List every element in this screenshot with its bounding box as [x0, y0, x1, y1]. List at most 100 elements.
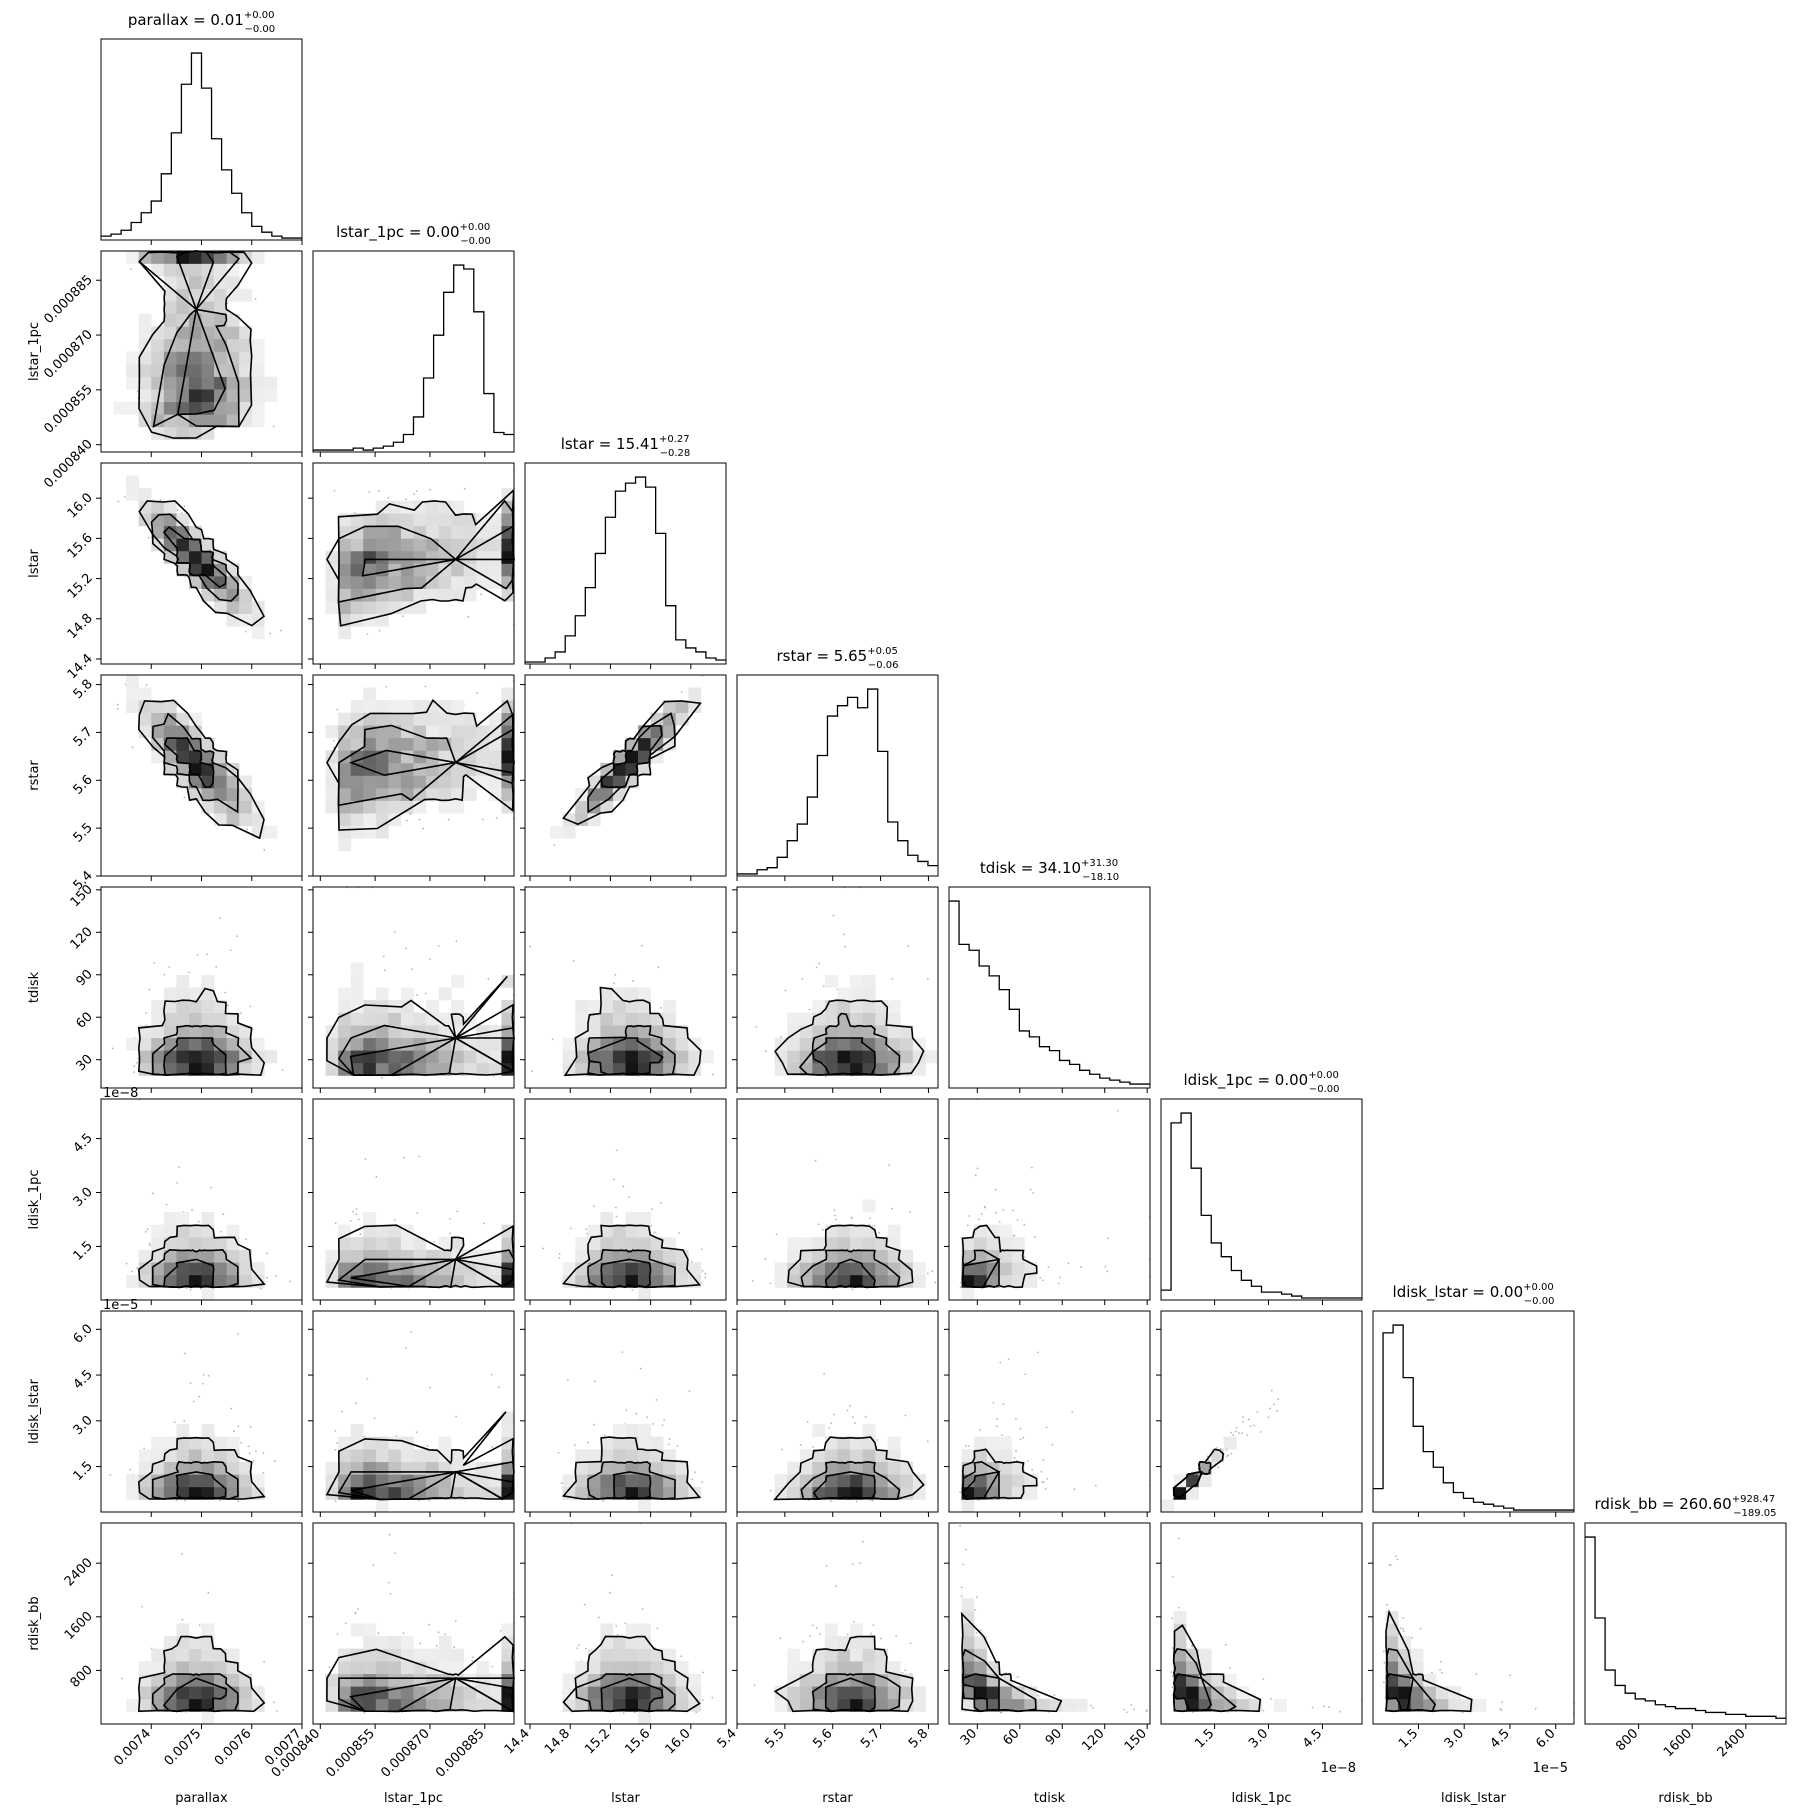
sample-point: [765, 1050, 767, 1053]
sample-point: [1116, 1109, 1119, 1112]
sample-point: [448, 1217, 451, 1220]
density-bin: [325, 800, 339, 814]
density-bin: [151, 500, 165, 514]
density-bin: [126, 675, 139, 688]
density-bin: [413, 700, 427, 713]
density-bin: [363, 513, 377, 527]
sample-point: [817, 1223, 820, 1226]
sample-point: [355, 1213, 358, 1216]
panel-lstar-vs-ldisk_1pc: [520, 1098, 727, 1305]
density-bin: [961, 1287, 975, 1301]
density-bin: [438, 500, 452, 514]
density-bin: [400, 737, 414, 751]
density-bin: [400, 1050, 414, 1064]
panel-lstar-vs-tdisk: [520, 886, 727, 1093]
sample-point: [463, 487, 466, 490]
density-bin: [226, 389, 240, 403]
sample-point: [352, 1210, 354, 1213]
density-bin: [239, 601, 253, 615]
sample-point: [355, 1208, 358, 1210]
sample-point: [984, 1206, 987, 1209]
density-bin: [126, 251, 139, 264]
density-bin: [400, 1037, 414, 1051]
panel-lstar_1pc-hist: lstar_1pc = 0.00+0.00 −0.00: [312, 222, 515, 457]
density-bin: [638, 987, 651, 1001]
sample-point: [851, 1288, 854, 1291]
density-bin: [999, 1224, 1013, 1238]
sample-point: [424, 992, 427, 995]
density-bin: [663, 1000, 677, 1013]
sample-point: [249, 1005, 252, 1008]
density-bin: [638, 737, 651, 751]
density-bin: [438, 513, 452, 527]
density-bin: [562, 1262, 576, 1276]
density-bin: [1011, 1262, 1025, 1276]
sample-point: [117, 500, 120, 503]
sample-point: [387, 496, 390, 499]
density-bin: [375, 775, 389, 789]
density-bin: [562, 825, 576, 839]
title-rstar: rstar = 5.65+0.05 −0.06: [776, 646, 898, 671]
sample-point: [378, 629, 381, 632]
density-bin: [363, 1012, 377, 1026]
density-bin: [214, 263, 227, 277]
density-bin: [363, 825, 377, 839]
sample-point: [409, 813, 412, 816]
panel-rstar-hist: rstar = 5.65+0.05 −0.06: [736, 646, 939, 881]
density-bin: [163, 500, 177, 514]
sample-point: [147, 536, 150, 539]
sample-point: [289, 1280, 292, 1283]
density-bin: [188, 338, 202, 352]
sample-point: [843, 933, 846, 936]
density-bin: [575, 1237, 589, 1251]
density-bin: [400, 513, 414, 527]
sample-point: [405, 947, 407, 950]
density-bin: [438, 588, 452, 602]
density-bin: [251, 364, 265, 377]
density-bin: [176, 1012, 190, 1026]
density-bin: [400, 601, 414, 615]
density-bin: [226, 338, 240, 352]
sample-point: [934, 1281, 937, 1284]
density-bin: [163, 1037, 177, 1051]
sample-point: [236, 935, 238, 938]
density-bin: [214, 601, 227, 615]
density-bin: [463, 538, 477, 552]
density-bin: [501, 563, 515, 577]
density-bin: [400, 1025, 414, 1039]
density-bin: [163, 725, 177, 739]
density-bin: [214, 276, 227, 289]
density-bin: [188, 563, 202, 577]
density-bin: [176, 251, 190, 264]
density-bin: [226, 414, 240, 428]
density-bin: [799, 1249, 813, 1263]
density-bin: [251, 1037, 265, 1051]
density-bin: [600, 1237, 614, 1251]
density-bin: [138, 376, 152, 390]
sample-point: [224, 991, 227, 994]
sample-point: [1002, 1209, 1005, 1211]
density-bin: [612, 987, 626, 1001]
density-bin: [264, 1050, 278, 1064]
density-bin: [176, 550, 190, 564]
density-bin: [251, 601, 265, 615]
density-bin: [612, 1012, 626, 1026]
density-bin: [388, 700, 402, 713]
density-bin: [501, 588, 515, 602]
density-bin: [214, 288, 227, 302]
density-bin: [126, 1037, 139, 1051]
density-bin: [463, 550, 477, 564]
density-bin: [463, 1262, 477, 1276]
sample-point: [801, 978, 804, 980]
sample-point: [815, 966, 818, 969]
sample-point: [1030, 1166, 1033, 1169]
sample-point: [680, 691, 683, 693]
density-bin: [587, 813, 601, 827]
density-bin: [188, 1449, 202, 1463]
density-bin: [426, 725, 439, 739]
density-bin: [338, 813, 351, 827]
density-bin: [400, 1249, 414, 1263]
density-bin: [824, 1050, 838, 1064]
sample-point: [191, 1208, 193, 1211]
sample-point: [259, 1287, 262, 1290]
